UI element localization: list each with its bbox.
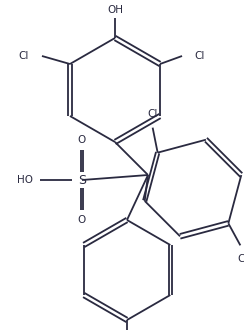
Text: Cl: Cl <box>237 254 244 264</box>
Text: S: S <box>78 174 86 186</box>
Text: O: O <box>78 215 86 225</box>
Text: HO: HO <box>17 175 33 185</box>
Text: Cl: Cl <box>19 51 29 61</box>
Text: O: O <box>78 135 86 145</box>
Text: OH: OH <box>107 5 123 15</box>
Text: Cl: Cl <box>147 109 158 119</box>
Text: Cl: Cl <box>195 51 205 61</box>
